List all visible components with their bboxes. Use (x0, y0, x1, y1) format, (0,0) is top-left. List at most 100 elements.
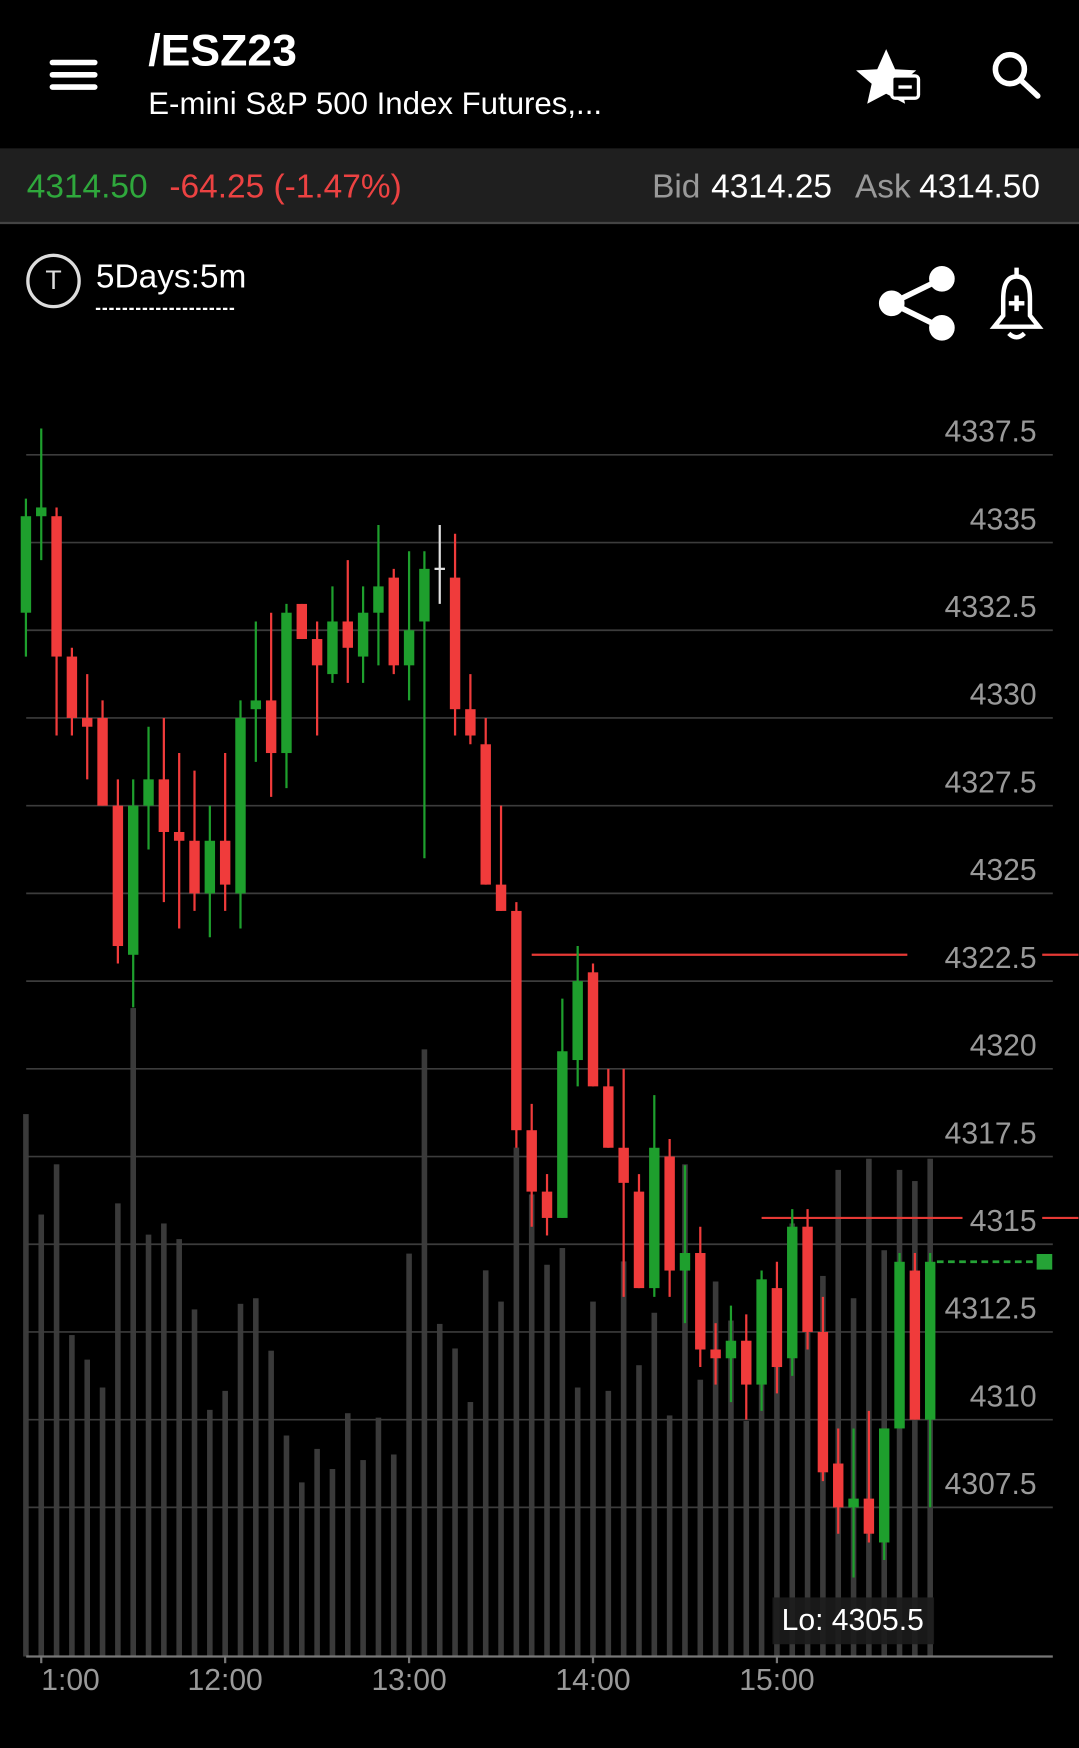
volume-bar (253, 1298, 259, 1657)
share-button[interactable] (878, 265, 955, 341)
candle-body (526, 1130, 537, 1192)
candle-body (649, 1147, 660, 1289)
volume-bar (774, 1312, 780, 1657)
candle-body (296, 603, 308, 640)
candle-body (327, 621, 338, 675)
volume-bar (23, 1114, 29, 1657)
volume-bar (329, 1468, 336, 1657)
period-selector[interactable]: 5Days:5m (96, 259, 247, 296)
trade-button[interactable]: T (26, 253, 81, 309)
y-tick-label: 4312.5 (945, 1293, 1037, 1326)
volume-bar (835, 1169, 842, 1657)
volume-bar (467, 1402, 474, 1657)
quote-bar (0, 148, 1079, 224)
candle-body (710, 1349, 721, 1359)
search-button[interactable] (992, 51, 1041, 99)
x-tick-label: 1:00 (41, 1664, 100, 1697)
candle-body (465, 709, 476, 736)
candle-body (127, 805, 139, 955)
candle-body (618, 1147, 629, 1183)
volume-bar (344, 1413, 351, 1657)
volume-bar (314, 1448, 320, 1657)
volume-bar (804, 1290, 811, 1657)
volume-bar (513, 1147, 520, 1657)
ask-label: Ask (855, 168, 911, 205)
candle-body (388, 577, 399, 666)
watchlist-button[interactable] (856, 49, 921, 104)
menu-button[interactable] (49, 59, 98, 90)
volume-bar (283, 1435, 290, 1657)
volume-bar (482, 1270, 489, 1657)
y-tick-label: 4325 (970, 854, 1037, 887)
candle-body (51, 516, 62, 657)
volume-bar (789, 1223, 796, 1657)
ask-price: 4314.50 (919, 168, 1040, 205)
volume-bar (299, 1482, 305, 1657)
candle-body (20, 516, 32, 613)
candle-body (82, 717, 93, 727)
last-price: 4314.50 (27, 168, 148, 205)
y-tick-label: 4332.5 (945, 591, 1037, 624)
candle-body (219, 840, 231, 885)
volume-bar (620, 1261, 627, 1657)
last-price-marker (1036, 1253, 1053, 1270)
volume-bar (452, 1348, 458, 1657)
candle-body (250, 700, 262, 710)
volume-bar (115, 1203, 121, 1657)
candle-body (679, 1253, 691, 1271)
candle-body (909, 1270, 921, 1420)
y-tick-label: 4310 (970, 1380, 1037, 1413)
candle-body (158, 779, 170, 832)
volume-bar (666, 1415, 673, 1657)
volume-bar (559, 1248, 566, 1657)
volume-bar (682, 1164, 688, 1657)
volume-bar (421, 1049, 428, 1657)
title: /ESZ23 (148, 26, 297, 75)
candle-body (480, 744, 491, 885)
volume-bar (590, 1301, 596, 1657)
x-tick-label: 15:00 (739, 1664, 814, 1697)
y-tick-label: 4320 (970, 1030, 1037, 1063)
candle-body (143, 779, 154, 806)
candle-body (557, 1051, 568, 1218)
volume-bar (528, 1194, 535, 1657)
x-tick-label: 14:00 (555, 1664, 630, 1697)
volume-bar (268, 1350, 274, 1657)
y-tick-label: 4335 (970, 503, 1037, 536)
volume-bar (636, 1365, 642, 1657)
volume-bar (406, 1253, 412, 1657)
volume-bar (544, 1264, 550, 1657)
candle-body (833, 1463, 844, 1508)
alert-button[interactable] (989, 267, 1044, 340)
y-tick-label: 4322.5 (945, 942, 1037, 975)
candle-body (802, 1226, 813, 1332)
candle-body (265, 700, 277, 754)
y-tick-label: 4315 (970, 1205, 1037, 1238)
volume-bar (38, 1214, 45, 1657)
candle-body (189, 840, 200, 894)
candle-body (36, 507, 47, 517)
volume-bar (712, 1281, 719, 1657)
candle-body (848, 1498, 859, 1508)
candle-body (894, 1261, 905, 1429)
candle-body (725, 1340, 737, 1359)
candle-body (879, 1428, 890, 1543)
y-tick-label: 4317.5 (945, 1117, 1037, 1150)
y-tick-label: 4327.5 (945, 766, 1037, 799)
candle-body (863, 1498, 875, 1534)
volume-bar (498, 1301, 504, 1657)
candle-body (756, 1279, 767, 1385)
low-label: Lo: 4305.5 (782, 1604, 924, 1637)
candle-body (787, 1226, 798, 1359)
candle-body (204, 840, 216, 894)
subtitle: E-mini S&P 500 Index Futures,... (148, 86, 602, 121)
candle-body (771, 1288, 783, 1368)
low-label-box (772, 1597, 935, 1645)
candle-body (112, 805, 124, 947)
candle-body (357, 612, 369, 657)
volume-bar (161, 1223, 167, 1657)
volume-bar (69, 1335, 75, 1657)
candle-body (664, 1156, 675, 1271)
